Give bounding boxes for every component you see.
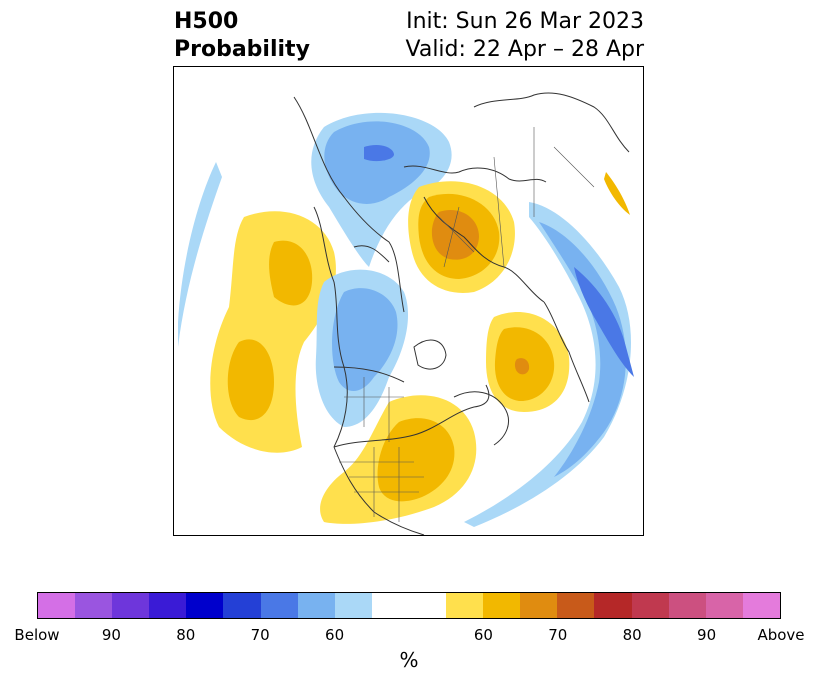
- colorbar-cell: [594, 593, 632, 618]
- map-canvas: [178, 92, 634, 535]
- colorbar-cell: [446, 593, 484, 618]
- colorbar-cell: [186, 593, 224, 618]
- colorbar-cell: [112, 593, 150, 618]
- probability-map[interactable]: [173, 66, 644, 536]
- anomaly-midblue-arctic: [332, 288, 398, 392]
- anomaly-gold-eastasia: [604, 172, 630, 215]
- anomaly-blue-siberia: [364, 144, 394, 162]
- colorbar-tick-label: 60: [473, 626, 493, 644]
- colorbar-tick-label: Above: [757, 626, 805, 644]
- colorbar-cell: [520, 593, 558, 618]
- colorbar-cell: [371, 593, 409, 618]
- title-variable: H500: [174, 9, 239, 34]
- anomaly-orange-atlantic: [514, 358, 530, 375]
- colorbar-cell: [408, 593, 447, 618]
- coastlines: [293, 92, 630, 535]
- anomaly-gold-npacific: [227, 339, 274, 421]
- title-product: Probability: [174, 37, 310, 62]
- anomaly-gold-namerica: [377, 418, 455, 502]
- colorbar-cell: [149, 593, 187, 618]
- colorbar-tick-label: 90: [101, 626, 121, 644]
- valid-range: Valid: 22 Apr – 28 Apr: [405, 37, 645, 62]
- anomaly-midblue-asia: [539, 222, 626, 477]
- anomaly-blue-pacific: [178, 162, 222, 347]
- init-date: Init: Sun 26 Mar 2023: [406, 9, 644, 34]
- colorbar-cell: [631, 593, 669, 618]
- colorbar-cell: [334, 593, 372, 618]
- colorbar-cell: [260, 593, 298, 618]
- colorbar-cell: [742, 593, 780, 618]
- colorbar-tick-label: 90: [697, 626, 717, 644]
- colorbar-cell: [705, 593, 743, 618]
- colorbar-unit-label: %: [399, 648, 419, 672]
- anomaly-blue-asia: [574, 267, 634, 377]
- colorbar-tick-label: 80: [176, 626, 196, 644]
- colorbar-cell: [38, 593, 76, 618]
- colorbar-tick-label: 70: [250, 626, 270, 644]
- colorbar: [37, 592, 781, 619]
- colorbar-cell: [297, 593, 335, 618]
- colorbar-cell: [668, 593, 706, 618]
- colorbar-cell: [483, 593, 521, 618]
- colorbar-tick-label: 70: [548, 626, 568, 644]
- title-right: Init: Sun 26 Mar 2023 Valid: 22 Apr – 28…: [406, 8, 645, 64]
- country-borders: [339, 127, 595, 522]
- colorbar-cell: [75, 593, 113, 618]
- colorbar-tick-label: 60: [325, 626, 345, 644]
- colorbar-cell: [557, 593, 595, 618]
- anomaly-midblue-siberia: [324, 121, 430, 204]
- colorbar-cell: [223, 593, 261, 618]
- colorbar-tick-label: 80: [622, 626, 642, 644]
- title-left: H500 Probability: [174, 8, 310, 64]
- anomaly-gold-alaska: [269, 240, 313, 306]
- colorbar-tick-label: Below: [14, 626, 60, 644]
